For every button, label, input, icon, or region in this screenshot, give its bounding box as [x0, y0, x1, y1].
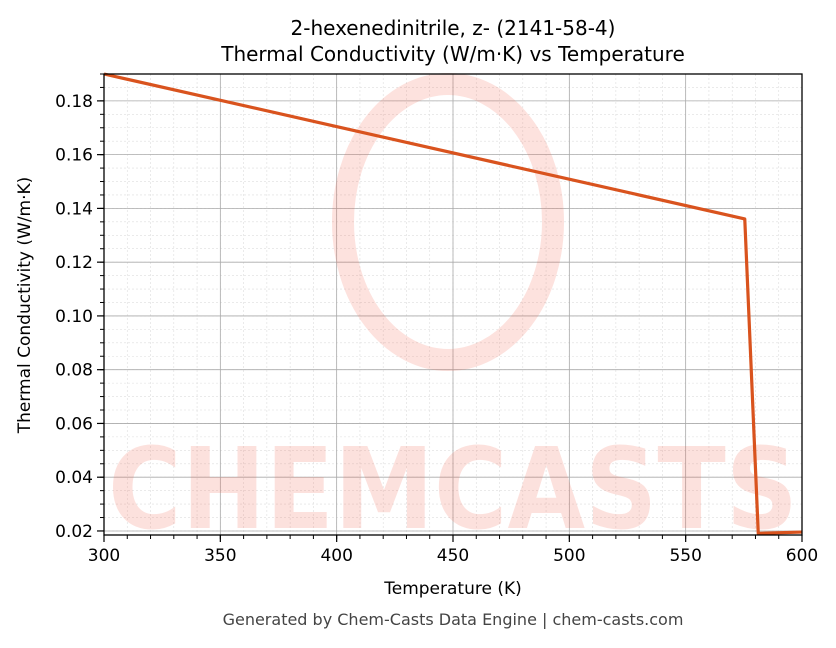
watermark: CHEMCASTS: [108, 73, 798, 555]
x-axis-label: Temperature (K): [383, 579, 522, 599]
axis-ticks: 300 350 400 450 500 550 600 0.02 0.04 0.06 0.08 0.1…: [55, 73, 818, 566]
y-tick-label: 0.12: [55, 253, 93, 273]
x-tick-label: 300: [88, 546, 120, 566]
x-tick-label: 550: [669, 546, 701, 566]
y-tick-label: 0.14: [55, 199, 93, 219]
y-tick-label: 0.10: [55, 307, 93, 327]
y-tick-label: 0.04: [55, 468, 93, 488]
x-tick-label: 350: [204, 546, 236, 566]
y-tick-label: 0.18: [55, 92, 93, 112]
y-tick-label: 0.06: [55, 414, 93, 434]
footer-credit: Generated by Chem-Casts Data Engine | ch…: [223, 610, 684, 629]
series-line-thermal-conductivity: [103, 72, 803, 535]
grid: [103, 73, 803, 535]
y-axis-label: Thermal Conductivity (W/m·K): [15, 177, 35, 435]
chart-subtitle: Thermal Conductivity (W/m·K) vs Temperat…: [220, 42, 685, 66]
x-tick-label: 600: [786, 546, 818, 566]
chart-title: 2-hexenedinitrile, z- (2141-58-4): [291, 16, 616, 40]
series-layer: [103, 72, 803, 535]
x-tick-label: 450: [437, 546, 469, 566]
x-tick-label: 400: [320, 546, 352, 566]
svg-text:CHEMCASTS: CHEMCASTS: [108, 425, 798, 555]
y-tick-label: 0.02: [55, 522, 93, 542]
y-tick-label: 0.16: [55, 146, 93, 166]
y-tick-label: 0.08: [55, 361, 93, 381]
x-tick-label: 500: [553, 546, 585, 566]
